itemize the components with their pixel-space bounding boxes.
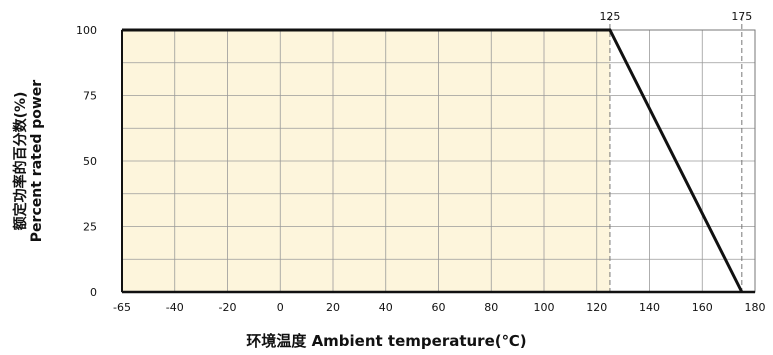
- x-tick-label: 120: [586, 301, 607, 314]
- x-tick-label: 60: [432, 301, 446, 314]
- y-axis-label: 额定功率的百分数(%) Percent rated power: [4, 30, 54, 292]
- x-tick-label: 0: [277, 301, 284, 314]
- y-axis-label-en: Percent rated power: [29, 79, 45, 243]
- grid: [122, 30, 755, 292]
- x-tick-label: 140: [639, 301, 660, 314]
- x-tick-label: -40: [166, 301, 184, 314]
- x-tick-label: 100: [534, 301, 555, 314]
- x-tick-label: 180: [745, 301, 766, 314]
- x-tick-label: -65: [113, 301, 131, 314]
- x-tick-label: 80: [484, 301, 498, 314]
- x-axis-label: 环境温度 Ambient temperature(℃): [246, 332, 527, 350]
- y-tick-label: 100: [76, 24, 97, 37]
- x-tick-label: 160: [692, 301, 713, 314]
- y-tick-label: 25: [83, 221, 97, 234]
- y-tick-label: 50: [83, 155, 97, 168]
- x-tick-label: -20: [219, 301, 237, 314]
- marker-label: 175: [731, 10, 752, 23]
- y-tick-label: 0: [90, 286, 97, 299]
- marker-label: 125: [599, 10, 620, 23]
- x-tick-label: 20: [326, 301, 340, 314]
- x-tick-label: 40: [379, 301, 393, 314]
- y-axis-label-zh: 额定功率的百分数(%): [13, 91, 29, 231]
- y-tick-label: 75: [83, 90, 97, 103]
